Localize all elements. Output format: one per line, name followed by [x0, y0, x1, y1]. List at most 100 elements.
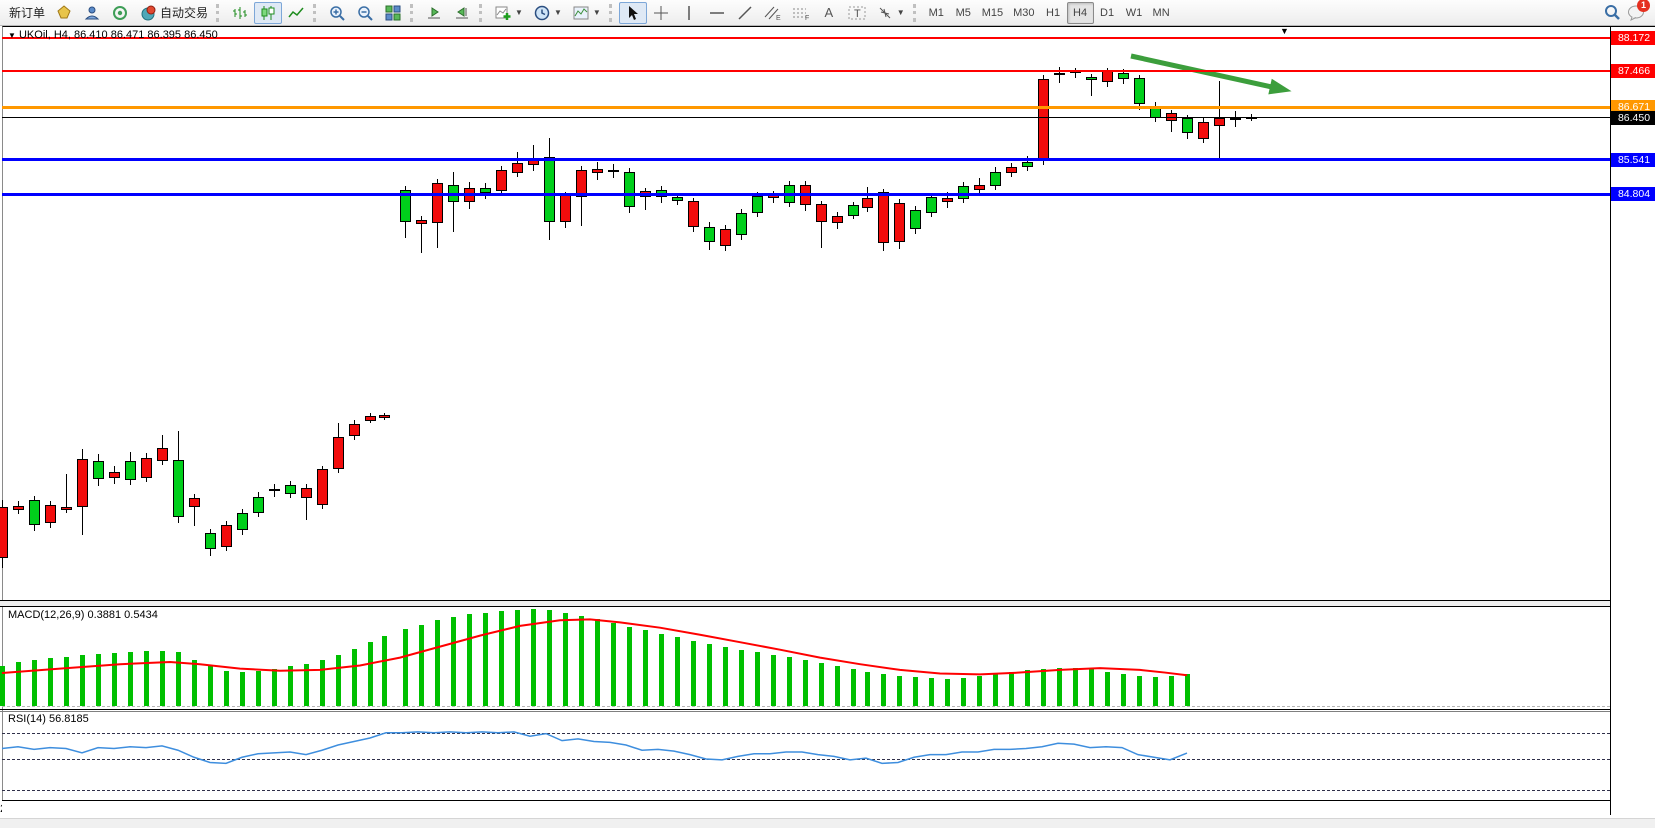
macd-zero-line	[2, 706, 1610, 707]
candle-wick	[1058, 66, 1060, 83]
trendline-tool-button[interactable]	[731, 2, 759, 24]
chart-title-text: UKOil, H4, 86.410 86.471 86.395 86.450	[18, 29, 218, 41]
macd-histogram-bar	[1137, 675, 1142, 706]
vertical-line-tool-button[interactable]	[675, 2, 703, 24]
price-level-line	[2, 105, 1610, 109]
timeframe-button-mn[interactable]: MN	[1152, 6, 1170, 19]
macd-histogram-bar	[144, 651, 149, 706]
candle-body	[1118, 72, 1129, 80]
text-label-tool-button[interactable]: T	[843, 2, 871, 24]
timeframe-button-d1[interactable]: D1	[1100, 6, 1115, 19]
panel-splitter[interactable]	[0, 601, 1655, 606]
auto-trade-button[interactable]: 自动交易	[134, 2, 213, 24]
crosshair-icon	[652, 4, 670, 22]
macd-label: MACD(12,26,9) 0.3881 0.5434	[8, 609, 158, 621]
candle-body	[125, 460, 136, 481]
macd-histogram-bar	[1105, 671, 1110, 706]
bar-chart-button[interactable]	[226, 2, 254, 24]
chart-window-frame	[2, 26, 1655, 816]
zoom-in-button[interactable]	[323, 2, 351, 24]
tile-windows-button[interactable]	[379, 2, 407, 24]
candlestick-button[interactable]	[254, 1, 283, 24]
macd-histogram-bar	[851, 669, 856, 706]
svg-text:F: F	[805, 15, 809, 21]
template-icon	[572, 4, 590, 22]
symbol-dropdown-icon[interactable]: ▼	[8, 31, 16, 40]
candlestick-icon	[259, 4, 277, 22]
candle-body	[349, 424, 360, 437]
signal-button[interactable]	[106, 2, 134, 24]
timeframe-button-m5[interactable]: M5	[955, 6, 971, 19]
candle-body	[400, 189, 411, 223]
zoom-out-button[interactable]	[351, 2, 379, 24]
panel-splitter[interactable]	[0, 600, 1655, 601]
candle-body	[269, 489, 280, 492]
panel-splitter[interactable]	[0, 709, 1655, 710]
timeframe-button-h4[interactable]: H4	[1066, 1, 1094, 24]
price-level-line	[2, 117, 1610, 119]
macd-histogram-bar	[897, 676, 902, 706]
candle-body	[1086, 76, 1097, 81]
text-icon: A	[824, 5, 834, 20]
seal-icon-button[interactable]	[50, 2, 78, 24]
macd-histogram-bar	[835, 666, 840, 706]
timeframe-button-h1[interactable]: H1	[1046, 6, 1061, 19]
scroll-end-marker[interactable]: ▼	[1280, 26, 1289, 36]
candle-body	[990, 171, 1001, 186]
candle-wick	[193, 493, 195, 527]
new-order-button[interactable]: 新订单	[4, 2, 50, 24]
candle-body	[1198, 121, 1209, 139]
profile-button[interactable]	[78, 2, 106, 24]
indicators-button[interactable]: ▼	[489, 2, 528, 24]
search-icon[interactable]	[1603, 4, 1621, 22]
candle-body	[61, 506, 72, 510]
candle-body	[894, 203, 905, 242]
candle-body	[608, 170, 619, 173]
panel-splitter[interactable]	[0, 711, 1655, 712]
macd-panel[interactable]	[3, 607, 1610, 709]
timeframe-button-m15[interactable]: M15	[981, 6, 1004, 19]
price-level-badge: 87.466	[1611, 63, 1655, 78]
macd-histogram-bar	[1185, 674, 1190, 706]
chat-icon[interactable]: 1	[1627, 0, 1650, 22]
templates-button[interactable]: ▼	[567, 2, 606, 24]
macd-histogram-bar	[913, 677, 918, 706]
line-chart-icon	[287, 4, 305, 22]
timeframe-button-w1[interactable]: W1	[1125, 6, 1143, 19]
auto-scroll-button[interactable]	[420, 2, 448, 24]
cursor-tool-button[interactable]	[618, 1, 647, 24]
timeframe-button-m1[interactable]: M1	[928, 6, 944, 19]
timeframe-button-m30[interactable]: M30	[1013, 6, 1035, 19]
crosshair-tool-button[interactable]	[647, 2, 675, 24]
fibonacci-tool-button[interactable]: F	[787, 2, 815, 24]
vertical-line-icon	[680, 4, 698, 22]
candle-body	[253, 496, 264, 513]
profile-icon	[83, 4, 101, 22]
candle-body	[576, 170, 587, 197]
macd-histogram-bar	[352, 648, 357, 706]
candle-body	[157, 447, 168, 462]
periods-button[interactable]: ▼	[528, 2, 567, 24]
candle-body	[365, 416, 376, 421]
channel-tool-button[interactable]: E	[759, 2, 787, 24]
macd-histogram-bar	[1169, 676, 1174, 706]
price-axis[interactable]	[1610, 27, 1655, 815]
candle-body	[416, 220, 427, 224]
candle-body	[0, 507, 8, 559]
horizontal-line-tool-button[interactable]	[703, 2, 731, 24]
candle-body	[1038, 79, 1049, 161]
time-axis[interactable]	[2, 800, 1610, 818]
macd-histogram-bar	[16, 662, 21, 706]
rsi-panel[interactable]	[3, 712, 1610, 799]
candle-body	[942, 197, 953, 202]
candle-wick	[820, 200, 822, 249]
candle-body	[1182, 118, 1193, 133]
panel-splitter[interactable]	[0, 606, 1655, 607]
text-tool-button[interactable]: A	[815, 2, 843, 24]
line-chart-button[interactable]	[282, 2, 310, 24]
candle-body	[1006, 167, 1017, 173]
arrows-tool-button[interactable]: ▼	[871, 2, 910, 24]
price-level-badge: 86.450	[1611, 110, 1655, 125]
chart-shift-button[interactable]	[448, 2, 476, 24]
macd-histogram-bar	[288, 666, 293, 706]
